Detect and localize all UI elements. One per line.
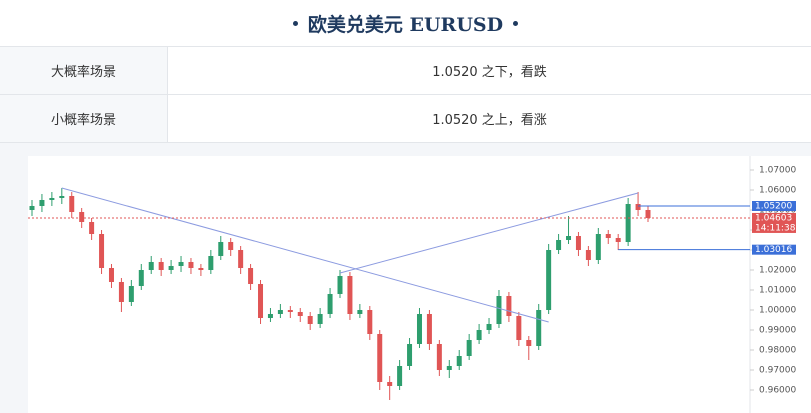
y-tick-label: 0.98000: [759, 346, 796, 356]
candle-body: [188, 262, 194, 268]
candle-body: [426, 314, 432, 344]
candle-body: [238, 250, 244, 268]
price-tag: [752, 212, 796, 233]
candle-body: [148, 262, 154, 270]
candle-body: [615, 238, 621, 242]
price-tag: [752, 244, 796, 255]
candle-body: [307, 316, 313, 324]
y-tick-label: 0.97000: [759, 366, 796, 376]
candle-body: [208, 256, 214, 270]
candle-body: [198, 268, 204, 270]
candle-body: [357, 310, 363, 314]
trendline: [339, 192, 639, 274]
candle-body: [128, 286, 134, 302]
candle-body: [287, 310, 293, 312]
y-tick-label: 0.96000: [759, 386, 796, 396]
candle-body: [49, 198, 55, 200]
candle-body: [168, 266, 174, 270]
candle-body: [347, 276, 353, 314]
row: 小概率场景 1.0520 之上，看涨: [0, 94, 811, 143]
candle-body: [546, 250, 552, 310]
candle-body: [516, 316, 522, 340]
candle-body: [466, 340, 472, 356]
candle-body: [407, 344, 413, 366]
candle-body: [377, 334, 383, 382]
candle-body: [248, 268, 254, 284]
candle-body: [297, 312, 303, 316]
candle-body: [536, 310, 542, 346]
candle-body: [337, 276, 343, 294]
candle-body: [39, 200, 45, 206]
candle-body: [218, 242, 224, 256]
y-tick-label: 1.01000: [759, 286, 796, 296]
candle-body: [456, 356, 462, 366]
candle-body: [397, 366, 403, 386]
time-label: 14:11:38: [755, 223, 796, 233]
y-tick-label: 1.00000: [759, 306, 796, 316]
candle-body: [635, 204, 641, 210]
candle-body: [138, 270, 144, 286]
price-label: 1.04603: [755, 213, 792, 223]
candle-body: [556, 240, 562, 250]
candle-body: [575, 236, 581, 250]
bullet: [513, 20, 519, 26]
candle-body: [277, 310, 283, 314]
candle-body: [446, 366, 452, 370]
chart: 0.96000 0.97000 0.98000 0.99000 1.00000 1.010…: [28, 156, 811, 413]
candle-body: [387, 382, 393, 386]
candle-body: [69, 196, 75, 212]
title: 欧美兑美元 EURUSD: [307, 13, 504, 36]
candle-body: [99, 234, 105, 268]
candle-body: [506, 296, 512, 316]
candle-body: [158, 262, 164, 270]
candle-body: [79, 212, 85, 222]
candle-body: [367, 310, 373, 334]
candle-body: [595, 234, 601, 260]
candle-body: [645, 210, 651, 218]
candle-body: [228, 242, 234, 250]
price-label: 1.05200: [755, 202, 792, 212]
candle-body: [605, 234, 611, 238]
candle-body: [317, 314, 323, 324]
candle-body: [585, 250, 591, 260]
trendline: [61, 187, 549, 323]
candle-body: [178, 262, 184, 266]
cell: 1.0520 之下，看跌: [167, 47, 811, 95]
price-tag: [752, 201, 796, 211]
candle-body: [526, 340, 532, 346]
candle-body: [89, 222, 95, 234]
bullet: [292, 20, 298, 26]
candle-body: [625, 204, 631, 242]
candle-body: [108, 268, 114, 282]
candle-body: [59, 196, 65, 198]
candle-body: [416, 314, 422, 344]
candle-body: [29, 206, 35, 210]
price-label: 1.03016: [755, 245, 792, 255]
row: 大概率场景 1.0520 之下，看跌: [0, 47, 811, 95]
y-tick-label: 0.99000: [759, 326, 796, 336]
y-tick-label: 1.02000: [759, 266, 796, 276]
candle-body: [327, 294, 333, 314]
y-tick-label: 1.06000: [759, 186, 796, 196]
candle-body: [267, 314, 273, 318]
candle-body: [258, 284, 264, 318]
scenario-table: 大概率场景 1.0520 之下，看跌 小概率场景 1.0520 之上，看涨: [0, 47, 811, 143]
header: 欧美兑美元 EURUSD: [0, 0, 811, 47]
candle-body: [566, 236, 572, 240]
y-tick-label: 1.07000: [759, 166, 796, 176]
cell: 小概率场景: [0, 94, 168, 143]
candle-body: [118, 282, 124, 302]
candle-body: [476, 330, 482, 340]
candle-body: [496, 296, 502, 324]
cell: 1.0520 之上，看涨: [167, 94, 811, 143]
cell: 大概率场景: [0, 47, 168, 95]
candle-body: [436, 344, 442, 370]
candle-body: [486, 324, 492, 330]
chart-bg: [28, 156, 811, 413]
